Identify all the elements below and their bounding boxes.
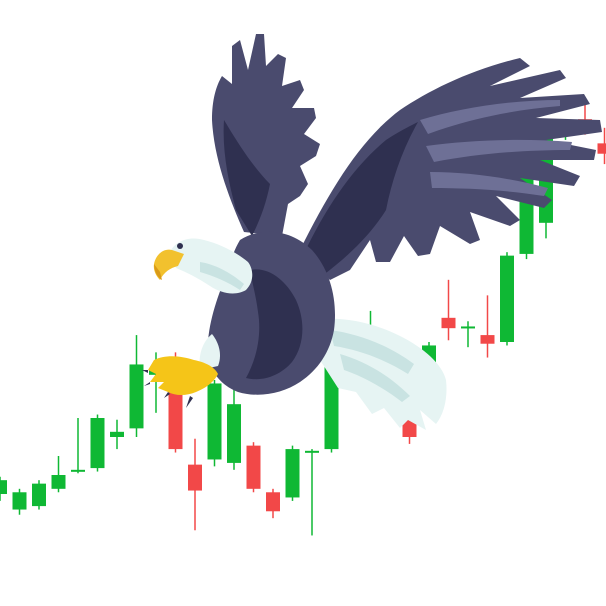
candle: [305, 449, 319, 536]
candle: [110, 419, 124, 450]
candle-body-bearish: [441, 317, 456, 329]
candle: [402, 416, 417, 444]
eagle-right-wing-shade: [300, 122, 418, 276]
candle-body-bullish: [129, 364, 144, 429]
eagle-talons: [148, 356, 218, 395]
eagle-tail-shade: [330, 330, 414, 402]
eagle-head-shade: [200, 262, 244, 290]
candle-body-bullish: [227, 404, 241, 463]
candle-body-bullish: [110, 431, 124, 437]
candle-body-bearish: [402, 419, 417, 437]
eagle-right-wing-feathers: [420, 100, 572, 196]
candle-body-bullish: [90, 418, 105, 469]
candle: [500, 252, 514, 346]
candle: [246, 442, 261, 493]
candle: [129, 335, 144, 437]
candle: [285, 445, 300, 501]
candle: [0, 476, 7, 501]
candle-body-bearish: [266, 492, 280, 512]
candle-body-bullish: [305, 450, 319, 453]
candle-body-bullish: [285, 449, 300, 498]
candle-body-bullish: [71, 469, 85, 472]
candle: [441, 279, 456, 341]
candle-body-bullish: [51, 475, 66, 489]
candle: [188, 438, 202, 531]
candle-body-bullish: [207, 383, 222, 460]
candle: [12, 488, 27, 515]
candle: [90, 414, 105, 472]
candle-body-bearish: [597, 143, 606, 154]
candle-body-bullish: [500, 255, 514, 342]
candle-body-bullish: [12, 492, 27, 510]
candle: [480, 295, 495, 358]
candle-body-bearish: [480, 335, 495, 344]
candle: [266, 488, 280, 519]
candle: [207, 380, 222, 467]
eagle-beak: [153, 249, 184, 280]
candle-body-bullish: [461, 326, 475, 329]
eagle-eye: [177, 243, 183, 249]
candle: [51, 456, 66, 493]
eagle-claws: [142, 370, 193, 408]
candle-body-bearish: [188, 464, 202, 491]
candle: [461, 321, 475, 348]
candle: [597, 127, 606, 165]
eagle-leg: [199, 334, 220, 370]
eagle-body-shade: [246, 269, 303, 380]
candle-body-bullish: [0, 480, 7, 494]
candle-body-bullish: [32, 483, 46, 507]
candle: [71, 418, 85, 474]
candle-body-bearish: [246, 445, 261, 489]
eagle-left-wing-shade: [223, 120, 270, 236]
candle: [32, 480, 46, 510]
eagle-beak-tip: [154, 264, 162, 280]
